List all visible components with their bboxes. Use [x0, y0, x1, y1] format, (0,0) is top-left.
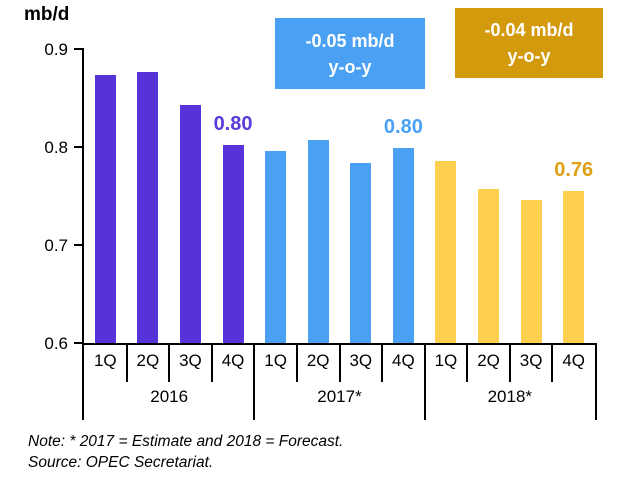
yoy-annotation-2017-line2: y-o-y — [328, 56, 372, 77]
y-axis-tick-label: 0.9 — [44, 40, 68, 59]
quarter-separator — [295, 343, 298, 382]
y-axis-line — [82, 48, 84, 345]
quarter-separator — [508, 343, 511, 382]
yoy-annotation-2018-line1: -0.04 mb/d — [484, 20, 574, 40]
quarter-separator — [551, 343, 554, 382]
y-axis-tick-label: 0.8 — [44, 138, 68, 157]
x-axis-quarter-label: 3Q — [349, 351, 373, 370]
year-separator — [253, 343, 256, 420]
y-axis-tick — [74, 244, 82, 246]
bar-2016-2Q — [137, 71, 159, 343]
y-axis-tick — [74, 342, 82, 344]
year-separator — [595, 343, 597, 420]
y-axis-tick-label: 0.7 — [44, 236, 68, 255]
bar-2016-1Q — [94, 75, 116, 343]
bar-2018-4Q — [563, 191, 585, 343]
bar-value-label: 0.76 — [554, 159, 594, 182]
bar-2017-2Q — [307, 140, 329, 343]
bar-value-label: 0.80 — [213, 113, 253, 136]
footnote-block: Note: * 2017 = Estimate and 2018 = Forec… — [28, 431, 343, 473]
bar-2017-1Q — [265, 150, 287, 343]
y-axis-tick — [74, 146, 82, 148]
x-axis-year-label: 2017* — [317, 387, 362, 406]
x-axis-quarter-label: 3Q — [179, 351, 202, 370]
yoy-annotation-2017: -0.05 mb/d y-o-y — [275, 18, 425, 89]
x-axis-year-label: 2016 — [150, 387, 189, 406]
x-axis-quarter-label: 1Q — [434, 351, 458, 370]
bar-2016-3Q — [179, 104, 201, 343]
x-axis-quarter-label: 1Q — [264, 351, 287, 370]
quarter-separator — [125, 343, 128, 382]
bar-2017-4Q — [392, 147, 414, 343]
quarter-separator — [381, 343, 384, 382]
bar-2018-2Q — [478, 189, 500, 343]
yoy-annotation-2018-line2: y-o-y — [507, 46, 551, 66]
x-axis-quarter-label: 3Q — [519, 351, 543, 370]
x-axis-quarter-label: 2Q — [136, 351, 160, 370]
note-line: Note: * 2017 = Estimate and 2018 = Forec… — [28, 433, 344, 450]
x-axis-quarter-label: 2Q — [477, 351, 500, 370]
quarter-separator — [466, 343, 469, 382]
y-axis-tick-label: 0.6 — [44, 334, 68, 353]
bar-2016-4Q — [222, 145, 244, 343]
x-axis-quarter-label: 4Q — [562, 351, 586, 370]
bar-2017-3Q — [350, 162, 372, 343]
y-axis-unit-label: mb/d — [24, 4, 70, 25]
bar-2018-1Q — [435, 160, 457, 343]
quarter-separator — [168, 343, 171, 382]
yoy-annotation-2017-line1: -0.05 mb/d — [305, 30, 395, 51]
x-axis-quarter-label: 4Q — [221, 351, 245, 370]
x-axis-quarter-label: 2Q — [306, 351, 330, 370]
quarter-separator — [210, 343, 213, 382]
yoy-annotation-2018: -0.04 mb/d y-o-y — [455, 8, 603, 78]
x-axis-quarter-label: 1Q — [93, 351, 117, 370]
y-axis-tick — [74, 48, 82, 50]
source-line: Source: OPEC Secretariat. — [28, 454, 214, 471]
x-axis-year-label: 2018* — [487, 387, 533, 406]
bar-value-label: 0.80 — [383, 115, 423, 138]
bar-2018-3Q — [520, 199, 542, 343]
quarter-separator — [338, 343, 341, 382]
year-separator — [82, 343, 84, 420]
year-separator — [423, 343, 426, 420]
x-axis-quarter-label: 4Q — [392, 351, 415, 370]
